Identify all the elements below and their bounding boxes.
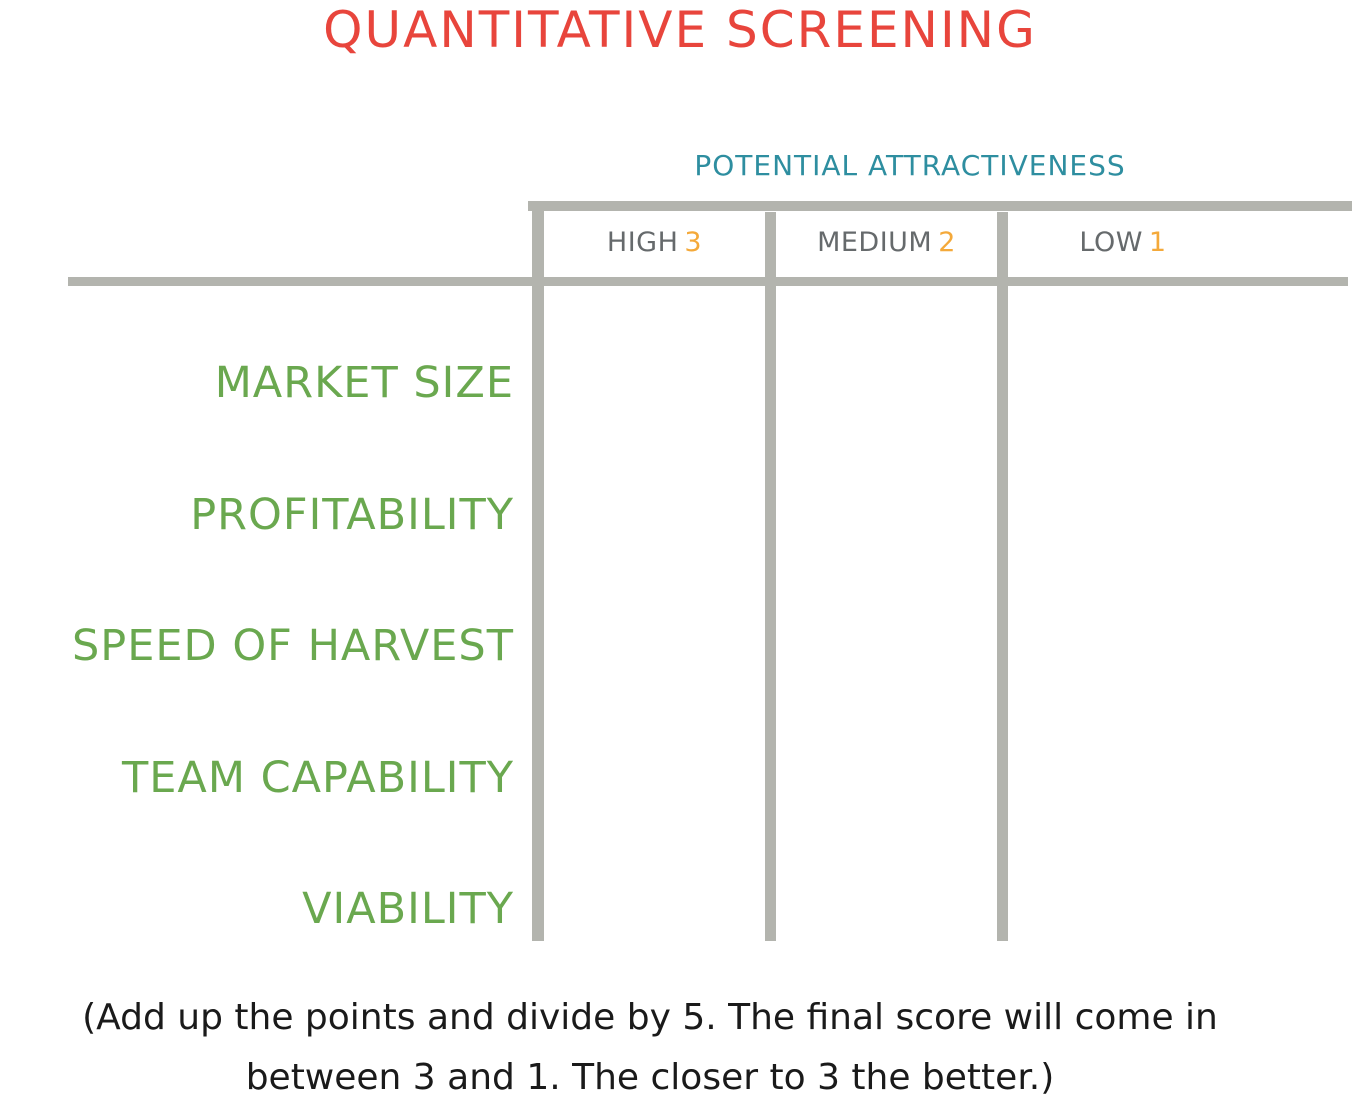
column-header-medium: MEDIUM 2 — [776, 222, 997, 264]
column-header-label: LOW — [1079, 227, 1143, 258]
group-header: POTENTIAL ATTRACTIVENESS — [694, 149, 1126, 182]
row-label-speed-of-harvest: SPEED OF HARVEST — [71, 621, 514, 671]
footnote-line-1: (Add up the points and divide by 5. The … — [82, 997, 1218, 1038]
column-header-label: HIGH — [606, 227, 679, 258]
row-label-viability: VIABILITY — [302, 884, 514, 934]
column-header-score: 3 — [684, 227, 703, 258]
header-divider-line — [68, 277, 1348, 286]
column-divider-1 — [532, 209, 544, 941]
column-header-low: LOW 1 — [1008, 222, 1238, 264]
column-header-score: 2 — [938, 227, 956, 258]
column-divider-3 — [997, 212, 1008, 941]
column-divider-2 — [765, 212, 776, 941]
column-header-score: 1 — [1148, 227, 1167, 258]
row-label-profitability: PROFITABILITY — [190, 490, 514, 540]
footnote-line-2: between 3 and 1. The closer to 3 the bet… — [245, 1057, 1055, 1098]
row-label-market-size: MARKET SIZE — [214, 358, 514, 408]
row-label-team-capability: TEAM CAPABILITY — [121, 753, 514, 803]
top-header-line — [528, 201, 1352, 211]
column-header-label: MEDIUM — [817, 227, 933, 258]
column-header-high: HIGH 3 — [544, 222, 765, 264]
page-title: QUANTITATIVE SCREENING — [323, 1, 1037, 59]
